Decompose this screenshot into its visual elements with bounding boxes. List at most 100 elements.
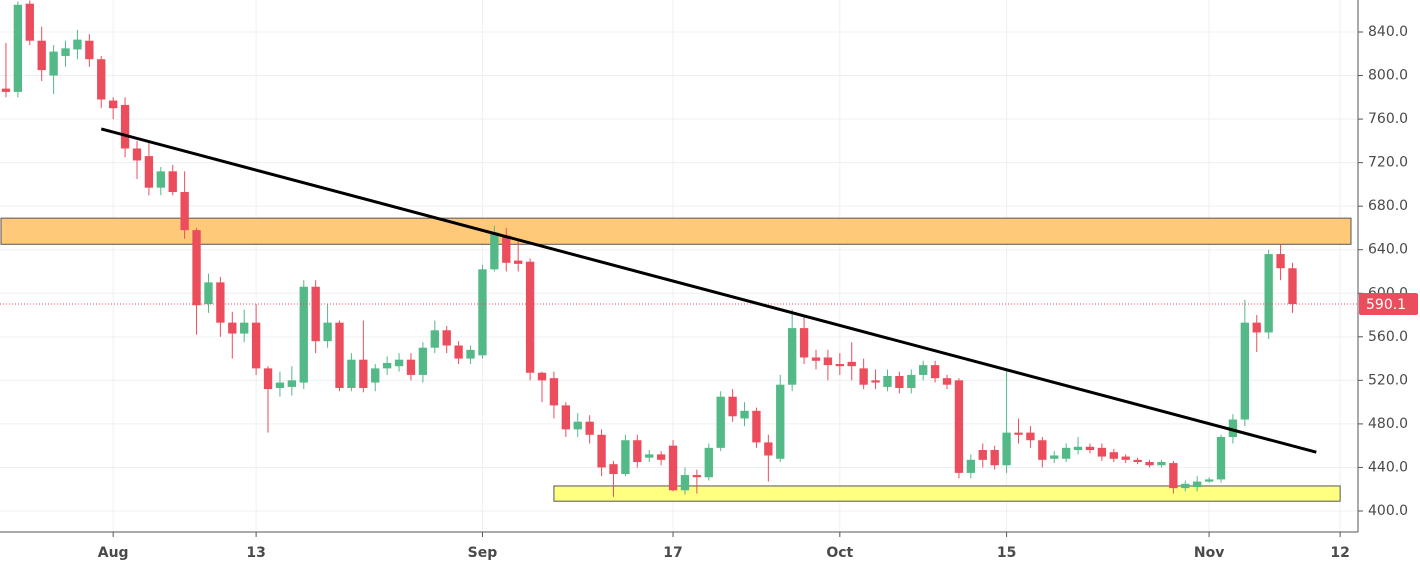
- candle-body: [907, 374, 916, 388]
- zone: [0, 217, 1352, 245]
- candle-body: [990, 450, 999, 466]
- candle-body: [1264, 254, 1273, 333]
- candle-body: [382, 362, 392, 369]
- candle-body: [930, 365, 940, 379]
- candle-body: [454, 345, 463, 359]
- candle-body: [680, 475, 690, 491]
- y-tick-label: 720.0: [1368, 155, 1408, 171]
- candle-body: [251, 322, 261, 369]
- y-tick-label: 640.0: [1368, 242, 1408, 258]
- candle-body: [299, 286, 308, 383]
- candle-body: [156, 171, 165, 188]
- candle-body: [847, 361, 856, 367]
- candle-body: [168, 171, 177, 193]
- candle-body: [216, 282, 225, 323]
- candle-body: [573, 421, 582, 430]
- candle-body: [1133, 459, 1142, 463]
- candle-body: [275, 382, 285, 388]
- candle-body: [1038, 440, 1047, 460]
- y-tick-label: 480.0: [1368, 416, 1408, 432]
- candle-body: [490, 232, 499, 270]
- candle-body: [502, 235, 511, 263]
- candle-body: [1193, 481, 1202, 488]
- candle-body: [1073, 446, 1083, 451]
- candle-body: [1, 88, 11, 92]
- x-tick-label: Sep: [468, 545, 498, 561]
- candle-body: [728, 396, 737, 417]
- x-tick-label: Oct: [826, 545, 853, 561]
- candle-body: [811, 357, 821, 361]
- candle-body: [1288, 268, 1297, 305]
- candle-body: [1014, 432, 1023, 435]
- candle-body: [1145, 462, 1154, 466]
- candle-body: [919, 365, 928, 375]
- y-tick-label: 520.0: [1368, 372, 1408, 388]
- y-tick-label: 560.0: [1368, 329, 1408, 345]
- candle-body: [549, 378, 559, 406]
- candle-body: [37, 40, 46, 71]
- candle-body: [144, 156, 154, 188]
- candle-body: [406, 359, 416, 375]
- candle-body: [633, 440, 642, 463]
- candle-body: [942, 378, 952, 385]
- candle-body: [359, 359, 368, 388]
- candle-body: [656, 454, 666, 460]
- candle-body: [430, 330, 439, 348]
- candle-body: [1097, 447, 1107, 457]
- candle-body: [776, 384, 785, 459]
- candle-body: [323, 322, 332, 342]
- candle-body: [478, 269, 487, 356]
- candle-body: [311, 286, 320, 342]
- candle-body: [1050, 455, 1059, 459]
- y-tick-label: 680.0: [1368, 198, 1408, 214]
- candle-body: [132, 148, 142, 161]
- candle-body: [883, 376, 892, 387]
- price-label-box: [1359, 293, 1418, 316]
- candle-body: [954, 380, 964, 473]
- candle-body: [1121, 456, 1130, 460]
- candle-body: [1216, 436, 1226, 480]
- candle-body: [466, 349, 475, 359]
- candle-body: [537, 372, 547, 381]
- candle-body: [240, 322, 249, 334]
- zone: [553, 485, 1341, 502]
- candle-body: [13, 4, 23, 92]
- candle-body: [514, 260, 523, 264]
- candle-body: [1276, 254, 1285, 269]
- candle-body: [335, 322, 344, 388]
- candle-body: [823, 357, 833, 366]
- y-tick-label: 800.0: [1368, 68, 1408, 84]
- candle-body: [120, 104, 130, 149]
- candle-body: [1026, 432, 1035, 441]
- candle-body: [263, 368, 273, 390]
- candle-body: [525, 261, 535, 373]
- candle-body: [1228, 419, 1238, 437]
- candle-body: [799, 328, 809, 358]
- candle-body: [621, 440, 630, 474]
- candle-body: [740, 410, 749, 419]
- candle-body: [1157, 462, 1166, 466]
- candle-body: [418, 347, 428, 375]
- candle-body: [645, 454, 654, 458]
- candle-body: [204, 282, 213, 305]
- x-tick-label: Nov: [1194, 545, 1224, 561]
- candle-body: [442, 330, 451, 346]
- candle-body: [1002, 432, 1011, 466]
- candle-body: [347, 359, 356, 388]
- candle-body: [97, 59, 106, 100]
- candle-body: [1169, 463, 1178, 489]
- x-tick-label: 17: [663, 545, 682, 561]
- candle-body: [787, 328, 797, 385]
- candle-body: [25, 3, 34, 41]
- candle-body: [895, 376, 904, 388]
- candle-body: [716, 396, 725, 448]
- candle-body: [1204, 479, 1214, 482]
- candle-body: [49, 51, 58, 76]
- candle-body: [609, 464, 618, 474]
- candle-body: [966, 459, 976, 473]
- candle-body: [1181, 483, 1190, 489]
- plot-area: [0, 0, 1358, 502]
- candle-body: [585, 421, 594, 435]
- candle-body: [764, 442, 773, 456]
